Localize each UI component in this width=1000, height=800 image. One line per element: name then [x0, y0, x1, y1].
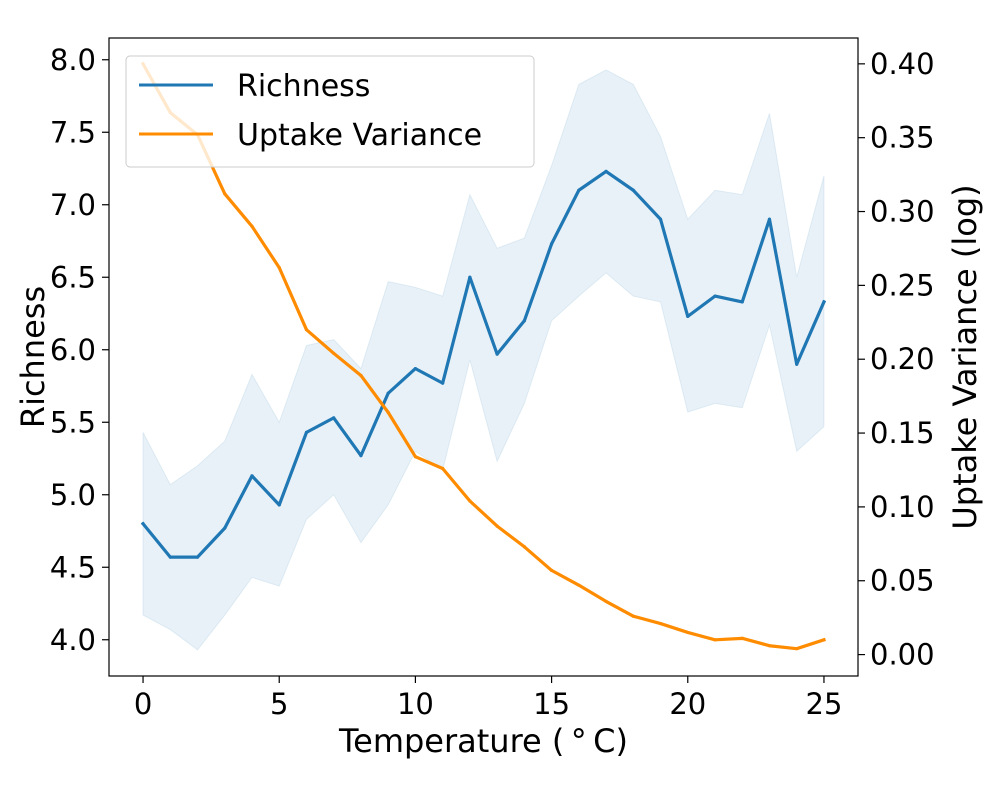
- data-point-richness: [413, 367, 418, 371]
- legend-box: [125, 55, 535, 168]
- y2-tick-label: 0.30: [870, 195, 935, 229]
- data-point-uptake-variance: [441, 466, 445, 471]
- data-point-richness: [359, 454, 363, 458]
- data-point-richness: [577, 188, 581, 192]
- data-point-richness: [250, 474, 254, 478]
- y-tick-label: 8.0: [50, 43, 96, 77]
- series-line-uptake-variance: [140, 61, 826, 651]
- data-point-richness: [604, 169, 608, 173]
- y-tick-label: 7.0: [50, 188, 96, 222]
- data-point-uptake-variance: [795, 647, 799, 651]
- data-point-uptake-variance: [549, 568, 554, 573]
- y-tick-label: 4.5: [50, 550, 96, 584]
- x-tick-label: 0: [134, 687, 152, 721]
- data-point-richness: [549, 242, 554, 246]
- data-point-richness: [141, 522, 145, 526]
- legend: Richness Uptake Variance: [125, 55, 535, 168]
- data-point-uptake-variance: [522, 545, 526, 549]
- y2-tick-label: 0.00: [870, 638, 935, 672]
- y-tick-label: 4.0: [50, 623, 96, 657]
- data-point-richness: [386, 391, 390, 395]
- data-point-uptake-variance: [604, 599, 608, 604]
- data-point-uptake-variance: [713, 638, 717, 642]
- x-axis-title: Temperature ( ° C): [338, 722, 628, 760]
- data-point-uptake-variance: [767, 644, 772, 648]
- y2-tick-label: 0.35: [870, 121, 935, 155]
- data-point-richness: [495, 352, 499, 356]
- x-tick-label: 15: [533, 687, 570, 721]
- data-point-uptake-variance: [250, 224, 254, 228]
- data-point-uptake-variance: [304, 328, 309, 332]
- data-point-richness: [740, 300, 744, 304]
- data-point-uptake-variance: [386, 410, 390, 414]
- y2-tick-label: 0.25: [870, 268, 935, 302]
- data-point-richness: [195, 555, 200, 559]
- data-point-richness: [168, 555, 172, 559]
- data-point-uptake-variance: [332, 351, 336, 355]
- data-point-richness: [795, 362, 799, 366]
- data-point-uptake-variance: [359, 373, 363, 378]
- y-tick-label: 6.0: [50, 333, 96, 367]
- data-point-richness: [767, 217, 772, 221]
- y-tick-label: 5.0: [50, 478, 96, 512]
- data-point-richness: [332, 416, 336, 420]
- y-tick-label: 7.5: [50, 115, 96, 149]
- x-tick-label: 5: [270, 687, 288, 721]
- data-point-richness: [441, 381, 445, 385]
- data-point-richness: [713, 294, 717, 298]
- x-tick-label: 25: [806, 687, 843, 721]
- y2-tick-label: 0.15: [870, 416, 935, 450]
- y2-tick-label: 0.05: [870, 564, 935, 598]
- data-point-uptake-variance: [658, 621, 663, 626]
- data-point-uptake-variance: [468, 499, 472, 503]
- y2-tick-label: 0.10: [870, 490, 935, 524]
- data-point-richness: [468, 275, 472, 279]
- richness-band-layer: [142, 69, 825, 651]
- y-axis-title: Richness: [14, 286, 52, 428]
- series-line-richness: [140, 169, 827, 559]
- y2-tick-label: 0.20: [870, 342, 935, 376]
- data-point-richness: [223, 526, 227, 530]
- series-layer: [140, 61, 827, 651]
- data-point-uptake-variance: [686, 630, 690, 635]
- data-point-uptake-variance: [413, 455, 418, 459]
- plot-frame: [108, 37, 859, 677]
- y-axis-right: 0.00 0.05 0.10 0.15 0.20 0.25 0.30 0.35 0.40: [858, 47, 935, 672]
- y-axis-left: 4.0 4.5 5.0 5.5 6.0 6.5 7.0 7.5 8.0: [50, 43, 109, 657]
- y2-tick-label: 0.40: [870, 47, 935, 81]
- data-point-uptake-variance: [495, 524, 499, 528]
- data-point-uptake-variance: [223, 192, 227, 196]
- x-axis: 0 5 10 15 20 25: [134, 676, 843, 721]
- data-point-richness: [686, 314, 690, 318]
- data-point-richness: [304, 430, 309, 434]
- x-tick-label: 20: [669, 687, 706, 721]
- data-point-richness: [277, 503, 281, 507]
- x-tick-label: 10: [397, 687, 434, 721]
- data-point-richness: [658, 217, 663, 221]
- legend-label-richness: Richness: [237, 69, 370, 104]
- data-point-uptake-variance: [822, 638, 826, 642]
- data-point-richness: [522, 319, 526, 323]
- richness-confidence-band: [142, 69, 825, 651]
- data-point-richness: [822, 300, 826, 304]
- data-point-richness: [631, 188, 635, 192]
- y-tick-label: 6.5: [50, 260, 96, 294]
- y-tick-label: 5.5: [50, 405, 96, 439]
- data-point-uptake-variance: [577, 583, 581, 587]
- data-point-uptake-variance: [277, 266, 281, 270]
- y2-axis-title: Uptake Variance (log): [946, 184, 984, 529]
- data-point-uptake-variance: [740, 636, 744, 640]
- legend-label-uptake-variance: Uptake Variance: [237, 118, 482, 153]
- data-point-uptake-variance: [631, 614, 635, 618]
